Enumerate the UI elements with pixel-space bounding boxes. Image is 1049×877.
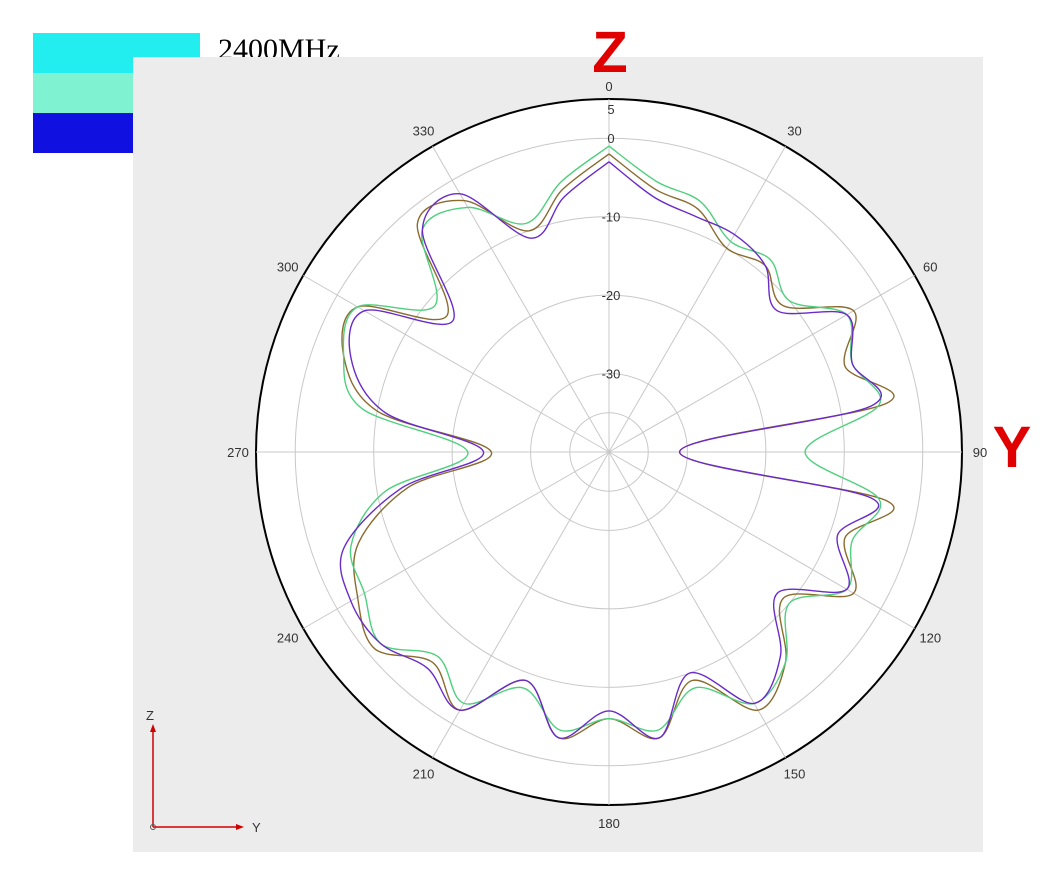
legend-swatch-2500	[33, 113, 200, 153]
grid-spoke-210	[432, 451, 610, 758]
axis-triad: Z Y	[146, 708, 261, 835]
polar-grid	[255, 98, 963, 806]
polar-labels: 30 60 90 120 150 180 210 240 270 300 330 0 5 0 -10 -20 -…	[227, 79, 987, 831]
radial-tick-0: 0	[607, 131, 614, 146]
angle-tick-90: 90	[973, 445, 987, 460]
grid-spoke-330	[432, 146, 610, 453]
series-curve-2500MHz	[339, 161, 882, 740]
angle-tick-150: 150	[784, 766, 806, 781]
angle-tick-60: 60	[923, 260, 937, 275]
triad-label-z: Z	[146, 708, 154, 723]
radial-tick--20: -20	[602, 288, 621, 303]
grid-spoke-300	[303, 275, 610, 453]
angle-tick-120: 120	[919, 631, 941, 646]
series-curve-2400MHz	[341, 153, 895, 740]
series-curve-2450MHz	[342, 145, 882, 732]
axis-title-z: Z	[592, 20, 627, 85]
plot-panel	[133, 57, 983, 852]
radial-tick--30: -30	[602, 367, 621, 382]
grid-ring-inner	[569, 412, 649, 492]
legend-swatch-2450	[33, 73, 200, 113]
angle-tick-330: 330	[413, 124, 435, 139]
legend-label-2450: 2450MHz	[218, 81, 340, 114]
outer-ring	[255, 98, 963, 806]
angle-tick-240: 240	[277, 631, 299, 646]
angle-tick-300: 300	[277, 260, 299, 275]
grid-ring-0	[294, 137, 924, 767]
angle-tick-180: 180	[598, 816, 620, 831]
grid-spoke-60	[608, 275, 915, 453]
angle-tick-270: 270	[227, 445, 249, 460]
legend-label-2500: 2500MHz	[218, 123, 340, 156]
angle-tick-30: 30	[787, 124, 801, 139]
grid-spoke-150	[608, 451, 786, 758]
pattern-curves	[339, 145, 895, 740]
triad-label-y: Y	[252, 820, 261, 835]
grid-spoke-240	[303, 451, 610, 629]
grid-ring-3	[530, 373, 688, 531]
legend-swatch-2400	[33, 33, 200, 73]
grid-ring-2	[451, 294, 767, 610]
radial-tick-5: 5	[607, 102, 614, 117]
axis-title-y: Y	[993, 415, 1032, 480]
angle-tick-210: 210	[413, 766, 435, 781]
legend-label-2400: 2400MHz	[218, 33, 340, 66]
grid-ring-1	[373, 216, 845, 688]
grid-spoke-120	[608, 451, 915, 629]
grid-spoke-30	[608, 146, 786, 453]
angle-tick-0: 0	[605, 79, 612, 94]
radial-tick--10: -10	[602, 210, 621, 225]
